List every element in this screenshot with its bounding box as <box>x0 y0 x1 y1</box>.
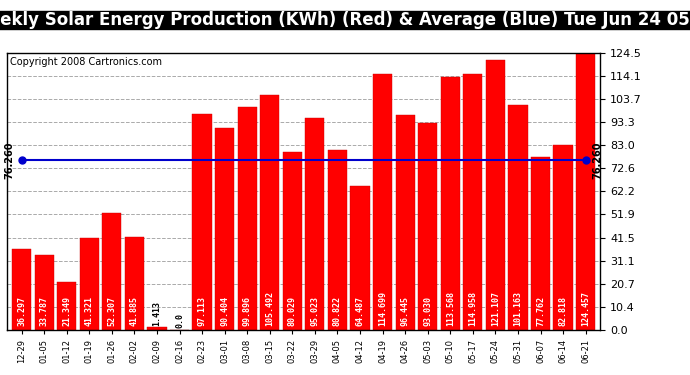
Text: Weekly Solar Energy Production (KWh) (Red) & Average (Blue) Tue Jun 24 05:24: Weekly Solar Energy Production (KWh) (Re… <box>0 11 690 29</box>
Bar <box>441 77 460 330</box>
Bar <box>215 129 234 330</box>
Text: 80.822: 80.822 <box>333 296 342 326</box>
Text: 0.0: 0.0 <box>175 313 184 328</box>
Bar <box>531 157 550 330</box>
Bar <box>57 282 77 330</box>
Text: 95.023: 95.023 <box>310 296 319 326</box>
Bar <box>576 53 595 330</box>
Bar <box>148 327 166 330</box>
Text: 76.260: 76.260 <box>593 141 602 179</box>
Bar <box>351 186 370 330</box>
Text: 90.404: 90.404 <box>220 296 229 326</box>
Text: 96.445: 96.445 <box>401 296 410 326</box>
Text: 76.260: 76.260 <box>5 141 14 179</box>
Bar <box>193 114 212 330</box>
Text: 114.958: 114.958 <box>469 291 477 326</box>
Bar <box>125 237 144 330</box>
Text: 82.818: 82.818 <box>559 296 568 326</box>
Text: 105.492: 105.492 <box>265 291 274 326</box>
Text: 99.896: 99.896 <box>243 296 252 326</box>
Bar <box>12 249 31 330</box>
Text: 93.030: 93.030 <box>423 296 432 326</box>
Text: 21.349: 21.349 <box>62 296 71 326</box>
Text: 80.029: 80.029 <box>288 296 297 326</box>
Text: 121.107: 121.107 <box>491 291 500 326</box>
Text: Copyright 2008 Cartronics.com: Copyright 2008 Cartronics.com <box>10 57 162 67</box>
Text: 124.457: 124.457 <box>581 291 590 326</box>
Text: 101.163: 101.163 <box>513 291 522 326</box>
Text: 41.321: 41.321 <box>85 296 94 326</box>
Bar <box>34 255 54 330</box>
Bar <box>463 74 482 330</box>
Bar <box>237 107 257 330</box>
Bar <box>395 115 415 330</box>
Bar <box>305 118 324 330</box>
Text: 41.885: 41.885 <box>130 296 139 326</box>
Bar <box>79 238 99 330</box>
Bar <box>260 95 279 330</box>
Bar <box>418 123 437 330</box>
Text: 33.787: 33.787 <box>39 296 48 326</box>
Text: 77.762: 77.762 <box>536 296 545 326</box>
Text: 113.568: 113.568 <box>446 291 455 326</box>
Text: 64.487: 64.487 <box>355 296 364 326</box>
Text: 114.699: 114.699 <box>378 291 387 326</box>
Bar <box>509 105 528 330</box>
Text: 36.297: 36.297 <box>17 296 26 326</box>
Bar <box>373 74 392 330</box>
Text: 52.307: 52.307 <box>108 296 117 326</box>
Bar <box>283 152 302 330</box>
Text: 97.113: 97.113 <box>197 296 206 326</box>
Bar <box>486 60 505 330</box>
Text: 1.413: 1.413 <box>152 300 161 326</box>
Bar <box>328 150 347 330</box>
Bar <box>102 213 121 330</box>
Bar <box>553 146 573 330</box>
